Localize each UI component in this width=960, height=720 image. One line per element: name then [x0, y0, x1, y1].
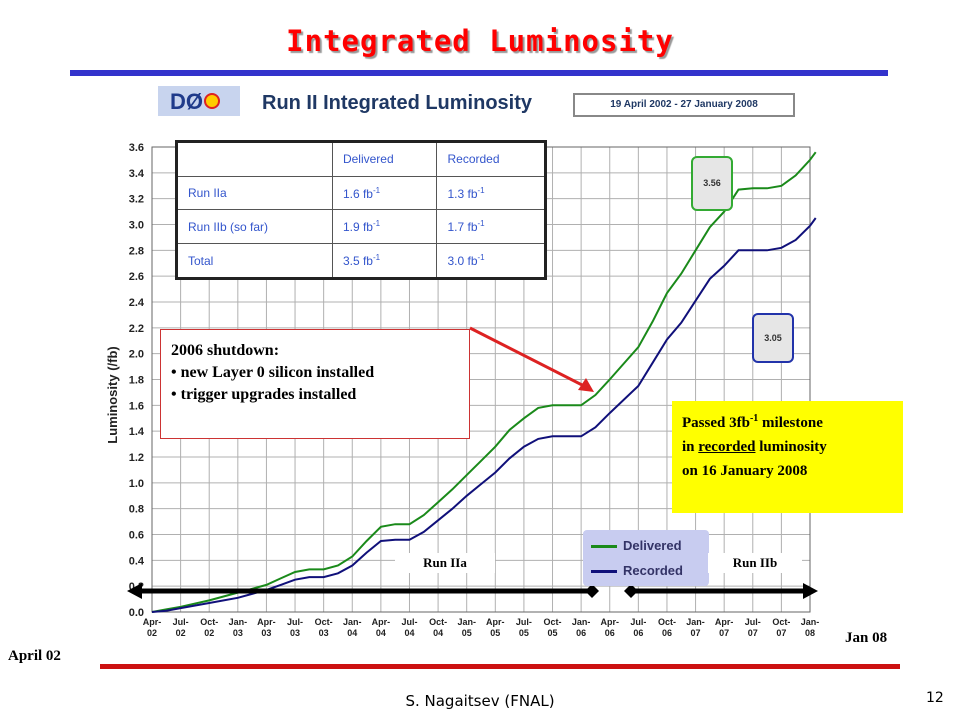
run-iia-arrow-end-diamond	[585, 584, 599, 598]
x-tick-label: Jul-04	[401, 617, 417, 638]
y-tick-label: 1.2	[129, 452, 144, 464]
slide-title: Integrated Luminosity	[286, 24, 674, 58]
x-tick-label: Apr-05	[486, 617, 505, 638]
y-tick-label: 1.8	[129, 375, 144, 387]
x-tick-label: Jul-05	[516, 617, 532, 638]
x-tick-label: Jan-07	[686, 617, 705, 638]
page-number: 12	[926, 690, 944, 706]
y-tick-label: 2.8	[129, 245, 144, 257]
y-axis-label: Luminosity (/fb)	[105, 346, 120, 444]
x-tick-label: Apr-04	[372, 617, 391, 638]
x-tick-label: Jan-04	[343, 617, 362, 638]
table-cell-recorded: 3.0 fb-1	[436, 243, 546, 279]
x-tick-label: Oct-02	[200, 617, 218, 638]
x-tick-label: Apr-07	[715, 617, 734, 638]
recorded-final-value-badge: 3.05	[752, 313, 794, 363]
y-tick-label: 1.6	[129, 400, 144, 412]
y-tick-label: 3.6	[129, 142, 144, 154]
y-tick-label: 1.0	[129, 478, 144, 490]
legend-item-delivered: Delivered	[591, 538, 682, 553]
table-header-cell: Delivered	[331, 141, 438, 177]
x-tick-label: Oct-05	[544, 617, 562, 638]
y-tick-label: 1.4	[129, 426, 145, 438]
end-date-label: Jan 08	[845, 630, 888, 646]
run-iib-arrow-head-right	[803, 583, 818, 599]
x-tick-label: Oct-06	[658, 617, 676, 638]
y-tick-label: 2.4	[129, 297, 145, 309]
shutdown-item: • trigger upgrades installed	[171, 386, 357, 403]
run-iib-label: Run IIb	[708, 553, 802, 573]
y-tick-label: 2.2	[129, 323, 144, 335]
luminosity-summary-table: Delivered Recorded Run IIa 1.6 fb-1 1.3 …	[175, 140, 547, 280]
shutdown-title: 2006 shutdown:	[171, 342, 280, 359]
logo-text: DØ	[170, 89, 203, 114]
milestone-annotation: Passed 3fb-1 milestone in recorded lumin…	[672, 401, 903, 513]
milestone-line-2: in recorded luminosity	[682, 439, 827, 455]
start-date-label: April 02	[8, 648, 61, 664]
table-row: Run IIa 1.6 fb-1 1.3 fb-1	[176, 175, 546, 211]
y-tick-label: 3.4	[129, 168, 145, 180]
y-tick-label: 0.6	[129, 530, 144, 542]
y-tick-label: 2.6	[129, 271, 144, 283]
x-tick-label: Jul-03	[287, 617, 303, 638]
x-tick-label: Jan-08	[801, 617, 820, 638]
table-row-label: Run IIb (so far)	[176, 209, 333, 245]
table-row-label: Total	[176, 243, 333, 279]
milestone-line-3: on 16 January 2008	[682, 463, 808, 479]
legend-item-recorded: Recorded	[591, 563, 683, 578]
footer-divider	[100, 664, 900, 669]
delivered-final-value-badge: 3.56	[691, 156, 733, 211]
y-tick-label: 0.4	[129, 555, 145, 567]
shutdown-annotation: 2006 shutdown: • new Layer 0 silicon ins…	[160, 329, 470, 439]
shutdown-item: • new Layer 0 silicon installed	[171, 364, 375, 381]
x-tick-label: Jan-03	[229, 617, 248, 638]
x-tick-label: Apr-03	[257, 617, 276, 638]
table-row: Total 3.5 fb-1 3.0 fb-1	[176, 243, 546, 279]
x-tick-label: Apr-06	[600, 617, 619, 638]
table-cell-recorded: 1.3 fb-1	[436, 175, 546, 211]
x-tick-label: Jan-05	[457, 617, 476, 638]
x-tick-label: Jan-06	[572, 617, 591, 638]
y-tick-label: 0.0	[129, 607, 144, 619]
chart-title: Run II Integrated Luminosity	[262, 92, 533, 114]
table-header-cell: Recorded	[436, 141, 546, 177]
d0-logo: DØ	[158, 86, 240, 116]
table-header-cell	[176, 141, 333, 177]
chart-legend: Delivered Recorded	[583, 530, 709, 586]
table-cell-recorded: 1.7 fb-1	[436, 209, 546, 245]
x-tick-label: Jul-02	[173, 617, 189, 638]
x-tick-label: Jul-06	[630, 617, 646, 638]
x-tick-label: Oct-07	[772, 617, 790, 638]
x-tick-label: Oct-03	[315, 617, 333, 638]
shutdown-pointer-arrowhead	[578, 378, 594, 392]
milestone-line-1: Passed 3fb-1 milestone	[682, 413, 823, 431]
y-tick-label: 0.8	[129, 504, 144, 516]
x-tick-label: Jul-07	[745, 617, 761, 638]
run-iia-label: Run IIa	[395, 553, 495, 573]
run-iib-arrow-start-diamond	[624, 584, 638, 598]
table-cell-delivered: 1.9 fb-1	[331, 209, 438, 245]
series-line-recorded	[151, 217, 817, 613]
series-line-delivered	[151, 151, 817, 613]
footer-author: S. Nagaitsev (FNAL)	[405, 692, 555, 710]
table-cell-delivered: 1.6 fb-1	[331, 175, 438, 211]
table-cell-delivered: 3.5 fb-1	[331, 243, 438, 279]
table-row-label: Run IIa	[176, 175, 333, 211]
date-range-box: 19 April 2002 - 27 January 2008	[573, 93, 795, 117]
y-tick-label: 2.0	[129, 349, 144, 361]
x-tick-label: Apr-02	[143, 617, 162, 638]
shutdown-pointer-arrow	[469, 326, 589, 390]
table-header-row: Delivered Recorded	[176, 141, 546, 177]
x-tick-label: Oct-04	[429, 617, 447, 638]
y-tick-label: 3.0	[129, 220, 144, 232]
title-divider	[70, 70, 888, 76]
y-tick-label: 3.2	[129, 194, 144, 206]
run-iia-arrow-head-left	[127, 583, 142, 599]
table-row: Run IIb (so far) 1.9 fb-1 1.7 fb-1	[176, 209, 546, 245]
